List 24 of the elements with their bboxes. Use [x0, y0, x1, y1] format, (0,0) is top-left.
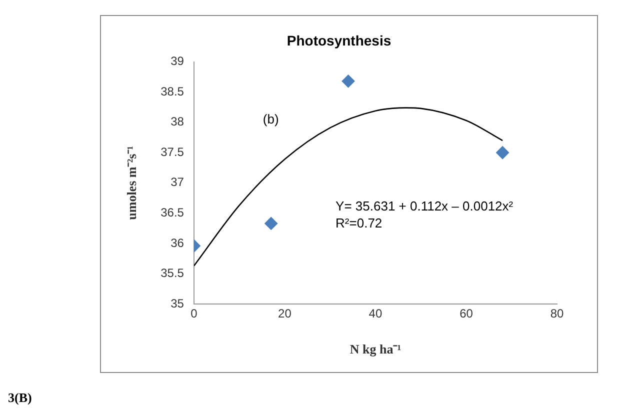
- x-tick-label: 0: [190, 306, 198, 321]
- point: [342, 74, 355, 88]
- y-tick-label: 35: [170, 296, 184, 310]
- y-tick-label: 36.5: [160, 205, 184, 220]
- x-axis-title: N kg ha⁻¹: [350, 342, 402, 357]
- y-tick-label: 38.5: [160, 84, 184, 98]
- y-tick-label: 37: [170, 175, 184, 190]
- annotation: Y= 35.631 + 0.112x – 0.0012x²: [336, 198, 514, 214]
- x-tick-label: 80: [550, 306, 564, 321]
- y-tick-label: 39: [170, 54, 184, 68]
- point: [264, 216, 278, 230]
- y-tick-label: 36: [170, 236, 184, 250]
- y-tick-label: 35.5: [160, 266, 184, 280]
- x-tick-label: 40: [368, 306, 382, 321]
- y-tick-label: 38: [170, 114, 184, 129]
- chart-title: Photosynthesis: [286, 32, 392, 48]
- x-tick-label: 20: [278, 306, 292, 321]
- point: [496, 146, 510, 160]
- x-tick-label: 60: [460, 306, 474, 321]
- y-tick-label: 37.5: [160, 144, 184, 159]
- annotation: R²=0.72: [336, 216, 382, 231]
- text: 3(B): [8, 390, 32, 406]
- y-axis-title: umoles m⁻²s⁻¹: [124, 146, 140, 220]
- annotation: (b): [262, 112, 279, 127]
